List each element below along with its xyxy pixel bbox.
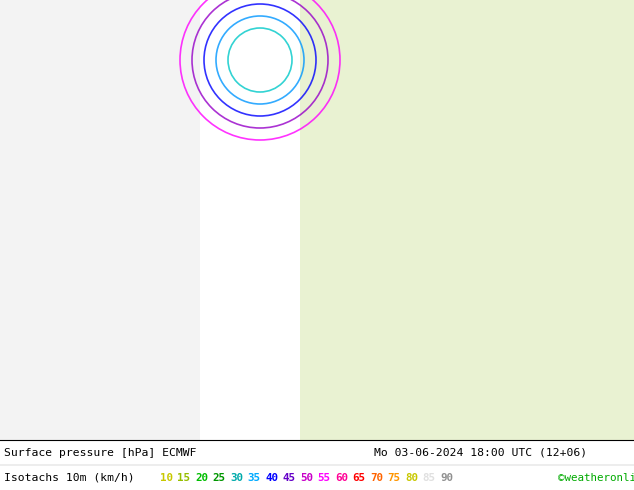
Text: 35: 35: [247, 472, 261, 483]
Text: 40: 40: [265, 472, 278, 483]
Text: 90: 90: [440, 472, 453, 483]
Text: 45: 45: [283, 472, 295, 483]
Text: 60: 60: [335, 472, 348, 483]
Text: 25: 25: [212, 472, 226, 483]
Text: Surface pressure [hPa] ECMWF: Surface pressure [hPa] ECMWF: [4, 447, 197, 458]
Text: 20: 20: [195, 472, 208, 483]
Text: 55: 55: [318, 472, 330, 483]
Bar: [0, 0, 200, 440]
Text: 50: 50: [300, 472, 313, 483]
Bar: [300, 0, 634, 440]
Text: 30: 30: [230, 472, 243, 483]
Text: 65: 65: [353, 472, 365, 483]
Text: 70: 70: [370, 472, 383, 483]
Text: 85: 85: [422, 472, 436, 483]
Text: 10: 10: [160, 472, 173, 483]
Text: Mo 03-06-2024 18:00 UTC (12+06): Mo 03-06-2024 18:00 UTC (12+06): [374, 447, 587, 458]
Text: ©weatheronline.co.uk: ©weatheronline.co.uk: [558, 472, 634, 483]
Text: 15: 15: [178, 472, 190, 483]
Text: 75: 75: [387, 472, 401, 483]
Text: Isotachs 10m (km/h): Isotachs 10m (km/h): [4, 472, 134, 483]
Text: 80: 80: [405, 472, 418, 483]
